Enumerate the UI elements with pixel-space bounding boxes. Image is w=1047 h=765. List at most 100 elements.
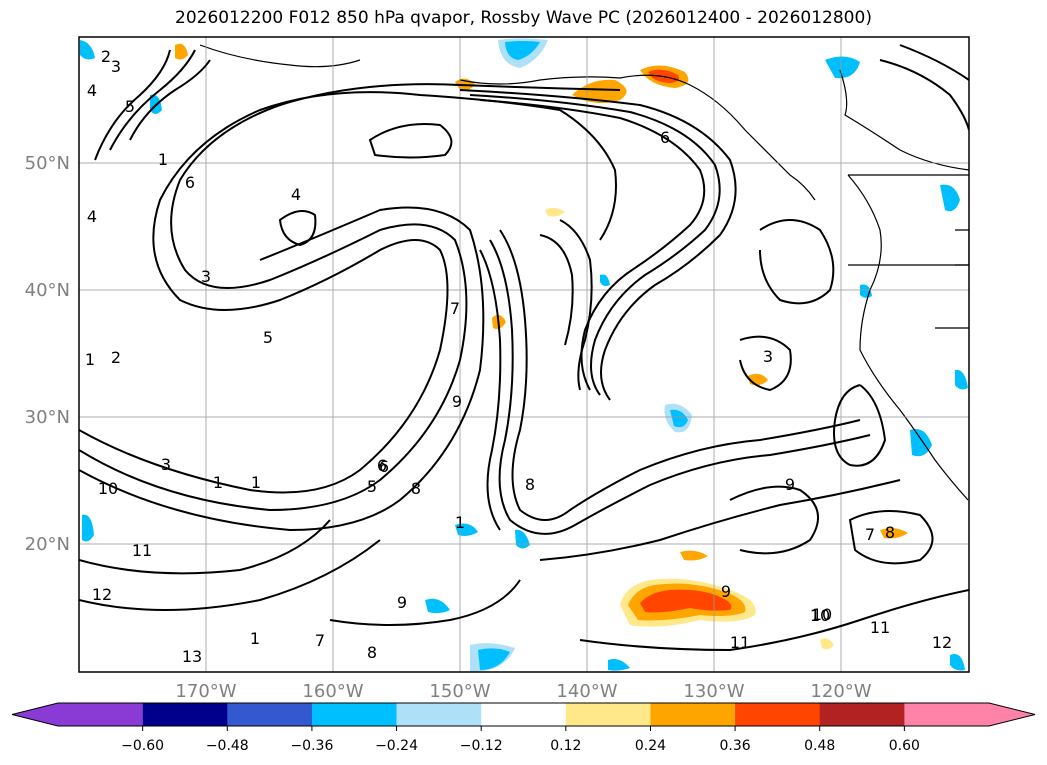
negative-anomaly-region bbox=[940, 184, 960, 212]
contour-label: 9 bbox=[397, 593, 407, 612]
contour-label: 11 bbox=[132, 541, 152, 560]
latitude-tick-label: 50°N bbox=[25, 153, 70, 174]
colorbar-tick-labels: −0.60 −0.48 −0.36 −0.24 −0.12 0.12 0.24 0.36 0.4… bbox=[121, 726, 920, 754]
colorbar-extend-right bbox=[904, 703, 1035, 726]
colorbar-segment bbox=[396, 703, 482, 726]
contour-label: 8 bbox=[885, 523, 895, 542]
contour-label: 9 bbox=[721, 582, 731, 601]
negative-anomaly-region bbox=[455, 523, 478, 536]
positive-anomaly-region bbox=[680, 550, 708, 561]
colorbar-tick-label: 0.36 bbox=[720, 738, 751, 754]
negative-anomaly-region bbox=[80, 40, 95, 60]
colorbar-tick-label: −0.24 bbox=[375, 738, 418, 754]
positive-anomaly-region bbox=[880, 528, 908, 539]
positive-anomaly-region bbox=[175, 43, 188, 60]
contour-label: 3 bbox=[161, 455, 171, 474]
colorbar-tick-label: 0.12 bbox=[550, 738, 581, 754]
colorbar-segment bbox=[227, 703, 313, 726]
contour-label: 1 bbox=[158, 150, 168, 169]
contour-label: 12 bbox=[92, 585, 112, 604]
colorbar-tick-label: −0.48 bbox=[206, 738, 249, 754]
contour-label: 4 bbox=[87, 207, 97, 226]
contour-label: 4 bbox=[291, 185, 301, 204]
contour-label: 8 bbox=[525, 475, 535, 494]
negative-anomaly-region bbox=[950, 654, 965, 671]
contour-label: 4 bbox=[87, 81, 97, 100]
colorbar-segment bbox=[565, 703, 651, 726]
contour-label: 1 bbox=[251, 473, 261, 492]
colorbar-tick-label: 0.60 bbox=[889, 738, 920, 754]
contour-label: 12 bbox=[932, 633, 952, 652]
colorbar bbox=[11, 702, 1036, 727]
contour-label: 5 bbox=[367, 477, 377, 496]
negative-anomaly-region bbox=[955, 369, 968, 390]
negative-anomaly-region bbox=[608, 659, 630, 671]
contour-label: 2 bbox=[101, 47, 111, 66]
contour-label: 7 bbox=[450, 299, 460, 318]
contour-label: 6 bbox=[660, 128, 670, 147]
latitude-axis: 50°N 40°N 30°N 20°N bbox=[25, 153, 70, 555]
colorbar-segment bbox=[311, 703, 398, 726]
colorbar-tick-label: 0.48 bbox=[804, 738, 835, 754]
negative-anomaly-region bbox=[425, 598, 450, 614]
negative-anomaly-region bbox=[505, 41, 540, 60]
colorbar-tick-label: 0.24 bbox=[635, 738, 666, 754]
lat-lon-grid bbox=[79, 37, 969, 672]
negative-anomaly-region bbox=[600, 274, 610, 286]
contour-label: 1 bbox=[250, 629, 260, 648]
longitude-tick-label: 140°W bbox=[556, 681, 617, 702]
latitude-tick-label: 20°N bbox=[25, 534, 70, 555]
colorbar-tick-label: −0.12 bbox=[460, 738, 503, 754]
colorbar-outline bbox=[11, 702, 1036, 727]
negative-anomaly-region bbox=[670, 409, 688, 428]
map-title: 2026012200 F012 850 hPa qvapor, Rossby W… bbox=[175, 8, 872, 28]
contour-label: 9 bbox=[452, 392, 462, 411]
positive-anomaly-region bbox=[572, 79, 627, 104]
contour-label: 3 bbox=[111, 57, 121, 76]
contour-label: 8 bbox=[411, 479, 421, 498]
plot-frame bbox=[78, 36, 970, 673]
contour-label: 6 bbox=[377, 456, 387, 475]
contour-label: 10 bbox=[810, 606, 830, 625]
contour-label: 11 bbox=[870, 618, 890, 637]
contour-label: 3 bbox=[763, 347, 773, 366]
longitude-tick-label: 160°W bbox=[302, 681, 363, 702]
longitude-tick-label: 120°W bbox=[810, 681, 871, 702]
longitude-tick-label: 130°W bbox=[683, 681, 744, 702]
positive-anomaly-region bbox=[820, 638, 834, 650]
anomaly-shading bbox=[80, 38, 968, 672]
latitude-tick-label: 30°N bbox=[25, 407, 70, 428]
contour-label: 5 bbox=[125, 97, 135, 116]
colorbar-tick-label: −0.36 bbox=[290, 738, 333, 754]
colorbar-segment bbox=[142, 703, 228, 726]
contour-label: 7 bbox=[865, 525, 875, 544]
contour-label: 5 bbox=[263, 328, 273, 347]
coastline bbox=[199, 44, 969, 501]
contour-label: 2 bbox=[111, 348, 121, 367]
colorbar-tick-label: −0.60 bbox=[121, 738, 164, 754]
contour-label: 10 bbox=[98, 479, 118, 498]
longitude-tick-label: 170°W bbox=[175, 681, 236, 702]
contour-label: 8 bbox=[367, 643, 377, 662]
contour-label: 1 bbox=[213, 473, 223, 492]
negative-anomaly-region bbox=[515, 529, 530, 549]
negative-anomaly-region bbox=[825, 56, 860, 79]
latitude-tick-label: 40°N bbox=[25, 280, 70, 301]
contour-label: 9 bbox=[785, 475, 795, 494]
colorbar-extend-left bbox=[12, 703, 143, 726]
longitude-axis: 170°W 160°W 150°W 140°W 130°W 120°W bbox=[175, 681, 871, 702]
colorbar-segment bbox=[481, 703, 567, 726]
positive-anomaly-region bbox=[640, 589, 732, 613]
contour-label: 10 bbox=[812, 605, 832, 624]
negative-anomaly-region bbox=[82, 514, 94, 542]
positive-anomaly-region bbox=[545, 207, 565, 217]
contour-label: 11 bbox=[730, 633, 750, 652]
contour-lines bbox=[79, 44, 969, 652]
negative-anomaly-region bbox=[910, 429, 932, 457]
negative-anomaly-region bbox=[478, 648, 510, 670]
colorbar-segment bbox=[735, 703, 821, 726]
contour-label: 13 bbox=[182, 647, 202, 666]
contour-label: 3 bbox=[201, 267, 211, 286]
contour-label: 1 bbox=[85, 350, 95, 369]
